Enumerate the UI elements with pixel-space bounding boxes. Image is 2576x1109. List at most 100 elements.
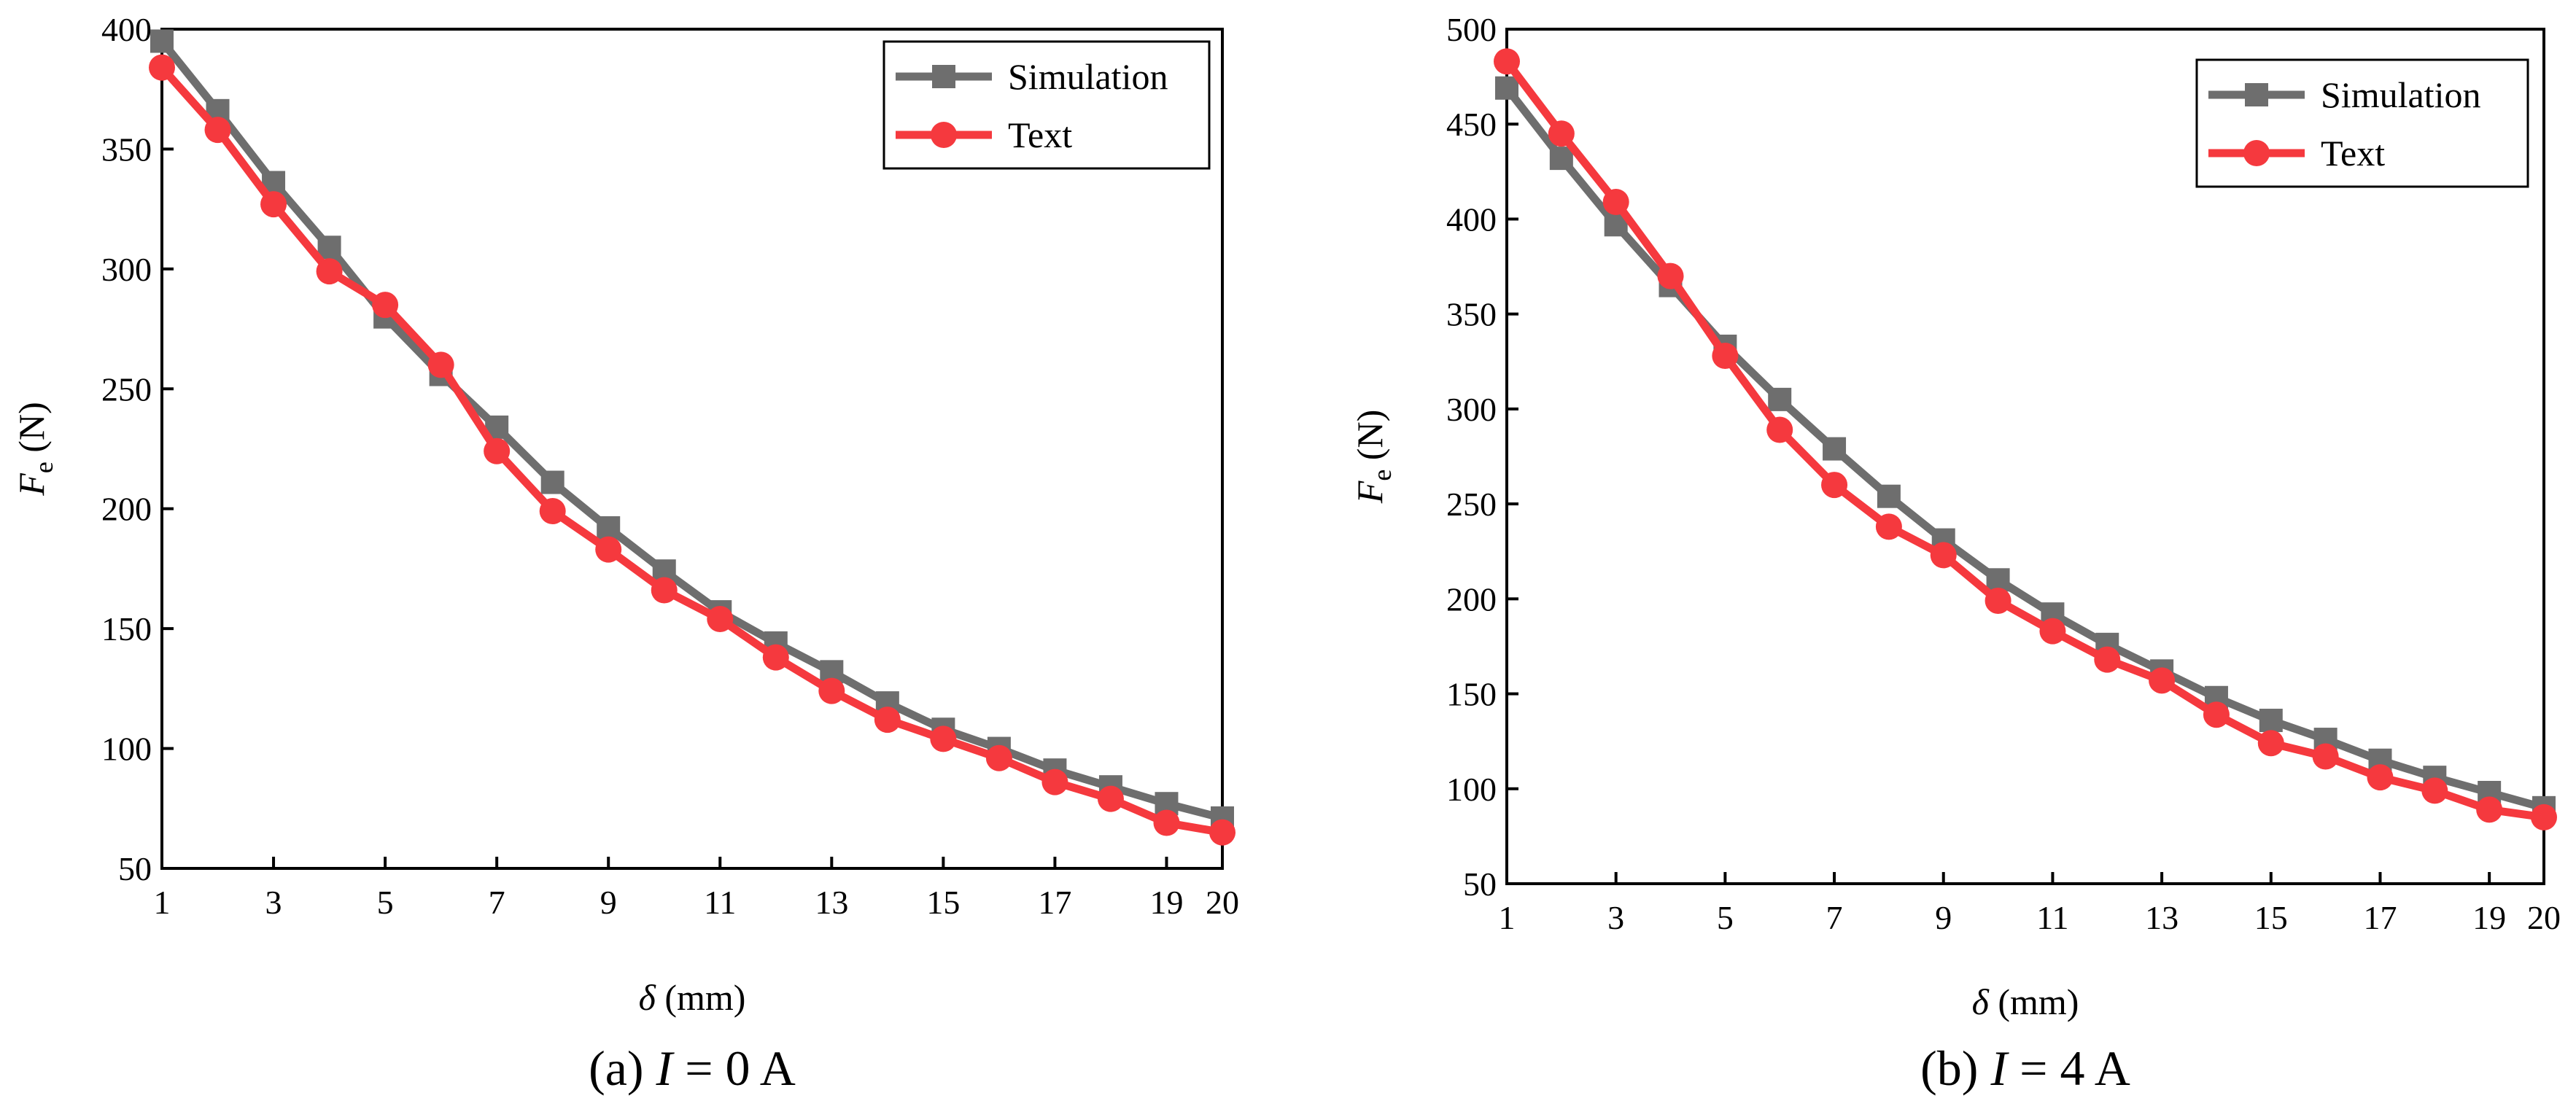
- panel-a-xtick-label-17: 17: [1038, 884, 1071, 921]
- panel-b-ytick-label-200: 200: [1446, 580, 1497, 618]
- panel-b-xtick-label-11: 11: [2036, 899, 2068, 936]
- panel-b-xtick-label-9: 9: [1935, 899, 1952, 936]
- panel-b-series-text-point-6: [1766, 416, 1793, 443]
- panel-b-series-text-point-7: [1821, 472, 1848, 499]
- panel-a-series-simulation-point-1: [150, 29, 174, 53]
- panel-b-ytick-label-450: 450: [1446, 106, 1497, 143]
- panel-a-caption-variable: I: [656, 1040, 675, 1096]
- panel-a-plot-frame: [160, 28, 1224, 870]
- panel-a-series-text-point-8: [539, 498, 566, 525]
- panel-a-ylabel-subscript: e: [29, 462, 58, 473]
- panel-b-ylabel-subscript: e: [1367, 470, 1397, 481]
- panel-a-ylabel-unit: (N): [11, 402, 52, 462]
- panel-a-xtick-label-11: 11: [704, 884, 736, 921]
- panel-a-xtick-label-9: 9: [600, 884, 617, 921]
- panel-b-ytick-label-300: 300: [1446, 391, 1497, 428]
- panel-a-legend-simulation-swatch-marker: [932, 65, 955, 88]
- panel-b-series-text-point-8: [1875, 513, 1902, 540]
- panel-a-series-text-point-14: [874, 707, 901, 734]
- panel-a-series-text-point-10: [651, 577, 678, 604]
- panel-b-ytick-label-50: 50: [1463, 865, 1497, 903]
- panel-a-caption-letter: (a): [589, 1040, 656, 1096]
- panel-b-series-simulation-point-15: [2259, 709, 2283, 733]
- panel-a-ytick-label-250: 250: [101, 370, 152, 408]
- panel-b-series-text-point-2: [1548, 120, 1575, 147]
- panel-a-caption-value: = 0 A: [672, 1040, 796, 1096]
- panel-b-series-simulation-point-7: [1823, 437, 1847, 461]
- panel-a-series-text-point-16: [985, 744, 1012, 771]
- panel-a-ytick-label-100: 100: [101, 731, 152, 768]
- panel-b-series-text-point-4: [1657, 262, 1684, 289]
- panel-b-legend-simulation-label: Simulation: [2321, 74, 2480, 115]
- panel-a-ytick-label-150: 150: [101, 610, 152, 647]
- panel-a-series-text-point-20: [1209, 819, 1235, 846]
- panel-a-series-text-point-13: [818, 677, 845, 704]
- panel-b-legend-text-label: Text: [2321, 133, 2385, 174]
- panel-b-legend-text-swatch-marker: [2243, 140, 2270, 166]
- panel-a-caption: (a) I = 0 A: [589, 1040, 796, 1096]
- panel-a-xtick-label-3: 3: [265, 884, 282, 921]
- panel-a-xtick-label-7: 7: [489, 884, 505, 921]
- panel-b-ylabel: Fe (N): [1349, 410, 1397, 504]
- panel-b-xtick-label-20: 20: [2527, 899, 2561, 936]
- panel-b-xtick-label-7: 7: [1826, 899, 1843, 936]
- panel-b-xlabel-unit: (mm): [1989, 981, 2079, 1022]
- panel-b-ylabel-unit: (N): [1349, 410, 1390, 470]
- panel-a-legend-box: [882, 40, 1211, 170]
- panel-a-series-text-point-19: [1153, 809, 1180, 836]
- panel-b-series-text-point-13: [2149, 667, 2176, 694]
- panel-b-legend: Simulation Text: [2195, 58, 2529, 188]
- panel-b-xtick-label-15: 15: [2254, 899, 2288, 936]
- panel-b-ytick-label-500: 500: [1446, 11, 1497, 48]
- panel-b-xtick-label-1: 1: [1499, 899, 1516, 936]
- panel-a-xlabel-symbol: δ: [639, 977, 656, 1018]
- panel-b-ylabel-symbol: F: [1349, 480, 1390, 504]
- panel-b-caption-value: = 4 A: [2007, 1040, 2130, 1096]
- panel-b-series-text-point-9: [1930, 542, 1957, 569]
- panel-b-legend-simulation-swatch-marker: [2245, 83, 2268, 106]
- panel-b-series-simulation-point-2: [1549, 147, 1573, 171]
- panel-a-series-text-point-5: [372, 292, 399, 319]
- panel-a-series-text-point-18: [1097, 785, 1124, 812]
- panel-b-caption-letter: (b): [1920, 1040, 1990, 1096]
- panel-b-series-text-point-3: [1602, 189, 1629, 216]
- panel-a-series-text-point-4: [316, 258, 343, 285]
- panel-b-series-text-point-17: [2367, 764, 2394, 791]
- panel-a-ytick-label-300: 300: [101, 251, 152, 288]
- panel-a-ytick-label-400: 400: [101, 11, 152, 48]
- panel-b-series-text-point-12: [2094, 646, 2121, 673]
- panel-a-legend-simulation-label: Simulation: [1008, 56, 1168, 97]
- panel-a-legend-text-swatch-marker: [931, 122, 957, 148]
- panel-b-series-simulation-point-6: [1768, 387, 1792, 411]
- panel-b-plot-frame: [1505, 28, 2545, 885]
- panel-a-legend-text-label: Text: [1008, 114, 1072, 155]
- panel-b-series-simulation-point-8: [1877, 484, 1901, 508]
- panel-a-series-text-point-11: [707, 605, 734, 632]
- panel-b-series-text-point-1: [1494, 48, 1520, 75]
- panel-b-xtick-label-3: 3: [1607, 899, 1624, 936]
- panel-a-legend: Simulation Text: [882, 40, 1211, 170]
- panel-b-ytick-label-400: 400: [1446, 201, 1497, 238]
- panel-a-xtick-label-5: 5: [377, 884, 394, 921]
- panel-a-series-text-point-9: [595, 536, 622, 563]
- panel-b-legend-box: [2195, 58, 2529, 188]
- panel-a-xlabel-unit: (mm): [656, 977, 746, 1018]
- panel-a-series-simulation-point-8: [540, 470, 565, 494]
- panel-b-ytick-label-150: 150: [1446, 676, 1497, 713]
- panel-b-series-simulation-point-1: [1495, 76, 1518, 100]
- panel-b-series-simulation-line: [1502, 84, 2548, 812]
- panel-a-series-text-point-12: [762, 644, 789, 671]
- panel-a-series-text-point-2: [204, 117, 231, 144]
- panel-b-series-text-point-18: [2421, 777, 2448, 804]
- panel-b-ytick-label-100: 100: [1446, 771, 1497, 808]
- panel-b-xtick-label-17: 17: [2363, 899, 2397, 936]
- panel-a-series-text-point-17: [1041, 768, 1068, 795]
- panel-b-xtick-label-5: 5: [1717, 899, 1734, 936]
- panel-a-xlabel: δ (mm): [639, 977, 746, 1018]
- panel-b-caption-variable: I: [1990, 1040, 2009, 1096]
- panel-a-xtick-label-1: 1: [154, 884, 171, 921]
- panel-b-ytick-label-350: 350: [1446, 296, 1497, 333]
